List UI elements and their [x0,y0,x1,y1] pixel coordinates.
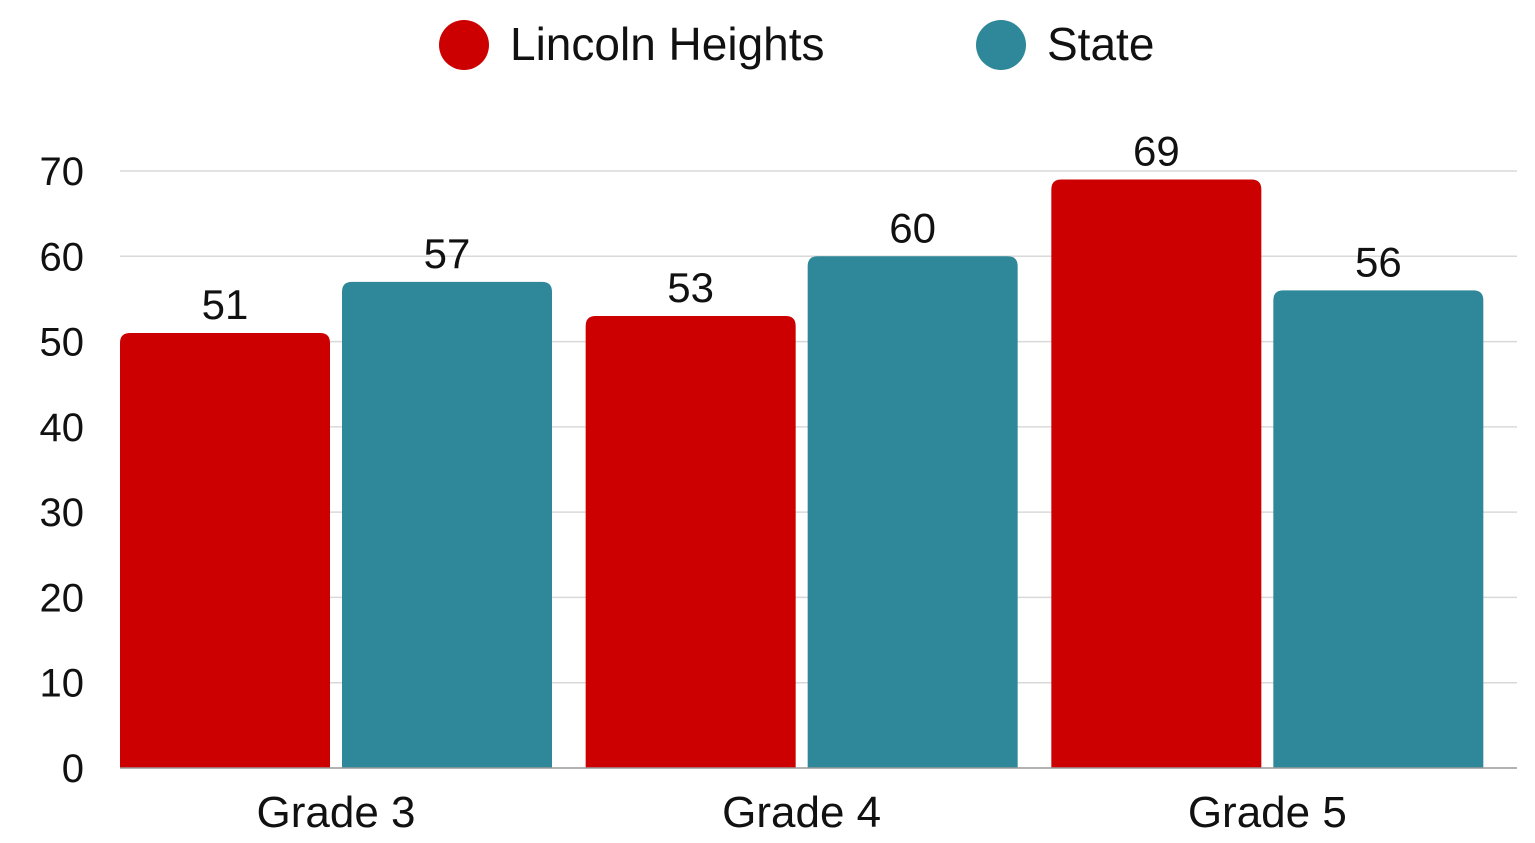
data-label: 56 [1355,238,1402,285]
y-tick-label: 0 [62,747,84,791]
legend-marker-state [976,20,1026,70]
data-label: 69 [1133,128,1180,175]
y-tick-label: 70 [40,150,85,194]
y-tick-label: 20 [40,576,85,620]
bar-lincoln-heights-grade-5 [1051,179,1262,768]
x-axis: Grade 3 Grade 4 Grade 5 [120,767,1517,837]
data-label: 51 [202,281,249,328]
y-tick-label: 10 [40,662,85,706]
x-tick-label: Grade 5 [1188,788,1347,837]
legend: Lincoln Heights State [439,18,1154,70]
bars [120,179,1484,768]
y-axis: 0 10 20 30 40 50 60 70 [40,150,85,791]
data-label: 60 [889,204,936,251]
data-label: 57 [424,230,471,277]
x-tick-label: Grade 3 [257,788,416,837]
bar-state-grade-4 [807,256,1018,768]
bar-lincoln-heights-grade-3 [120,333,330,768]
data-labels: 51 57 53 60 69 56 [202,128,1402,329]
y-tick-label: 30 [40,491,85,535]
legend-label-lincoln-heights: Lincoln Heights [510,18,825,70]
y-tick-label: 50 [40,321,85,365]
data-label: 53 [667,264,714,311]
bar-lincoln-heights-grade-4 [585,315,796,768]
bar-state-grade-5 [1273,290,1484,768]
legend-label-state: State [1047,18,1154,70]
y-tick-label: 40 [40,406,85,450]
legend-marker-lincoln-heights [439,20,489,70]
y-tick-label: 60 [40,235,85,279]
x-tick-label: Grade 4 [722,788,881,837]
bar-state-grade-3 [342,281,552,768]
